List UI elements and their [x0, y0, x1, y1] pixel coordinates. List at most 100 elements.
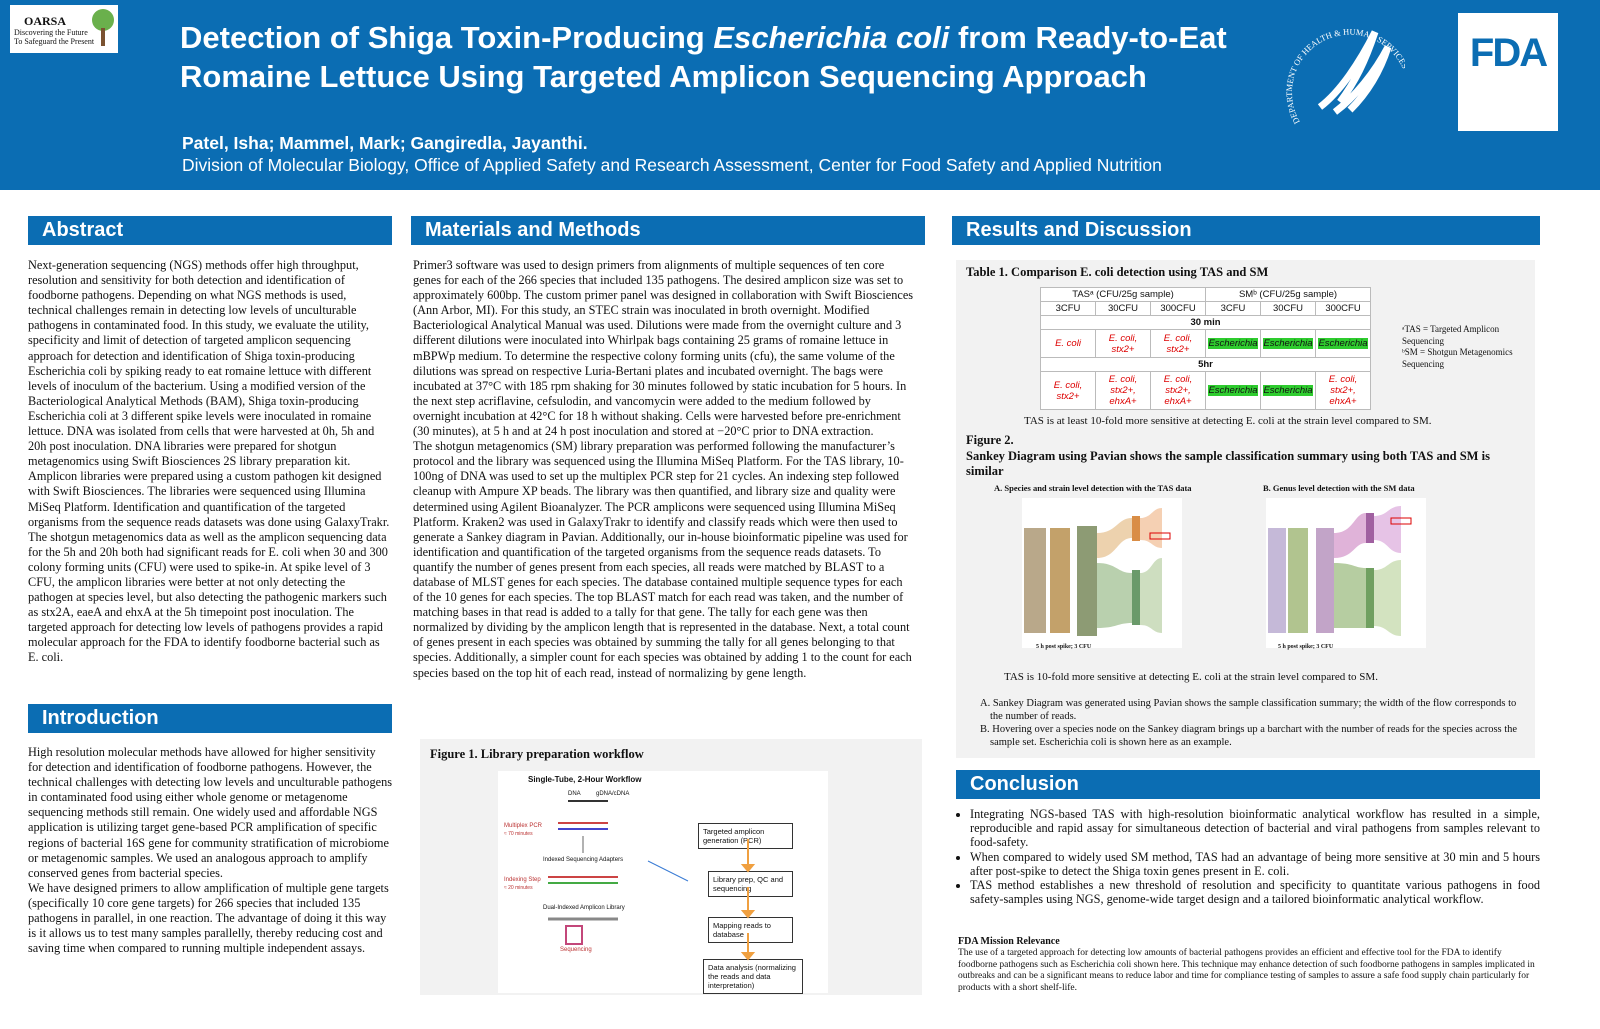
workflow-label: Multiplex PCR — [504, 823, 543, 829]
cell-text: Escherichia — [1263, 338, 1313, 349]
hhs-seal: DEPARTMENT OF HEALTH & HUMAN SERVICES • … — [1284, 27, 1405, 126]
bullet: TAS method establishes a new threshold o… — [970, 878, 1540, 906]
conclusion-list: Integrating NGS-based TAS with high-reso… — [956, 807, 1540, 906]
shape: TASᵃ (CFU/25g sample) SMᵇ (CFU/25g sample… — [1040, 287, 1371, 410]
cell-text: Escherichia — [1263, 385, 1313, 396]
cell-text: E. coli, stx2+, ehxA+ — [1108, 374, 1138, 407]
shape — [1366, 513, 1374, 543]
header: OARSA Discovering the Future To Safeguar… — [0, 0, 1600, 190]
workflow-label: Indexed Sequencing Adapters — [543, 857, 624, 863]
shape — [740, 952, 756, 961]
workflow-label: Sequencing — [560, 947, 592, 953]
col-header: 3CFU — [1040, 301, 1096, 316]
section-heading: Conclusion — [956, 770, 1540, 799]
shape — [1268, 528, 1286, 633]
cell: Escherichia — [1260, 329, 1316, 358]
footnote: ᵇSM = Shotgun Metagenomics Sequencing — [1402, 347, 1513, 369]
section-heading: Abstract — [28, 216, 392, 245]
time-row: 5hr — [1040, 357, 1371, 372]
col-header: 3CFU — [1205, 301, 1261, 316]
shape — [1366, 568, 1374, 628]
oarsa-logo: OARSA Discovering the Future To Safeguar… — [10, 5, 118, 53]
sankey-b — [1266, 498, 1426, 648]
shape — [1149, 532, 1171, 540]
cell: Escherichia — [1260, 371, 1316, 410]
shape — [1317, 30, 1392, 115]
shape — [1288, 528, 1308, 633]
title-part: from Ready-to-Eat — [949, 20, 1227, 55]
shape — [92, 9, 114, 31]
panel-title: A. Species and strain level detection wi… — [994, 483, 1192, 493]
shape — [1140, 558, 1162, 633]
workflow-label: Dual-Indexed Amplicon Library — [543, 905, 625, 911]
shape — [1390, 517, 1412, 525]
col-header: 300CFU — [1315, 301, 1371, 316]
bullet: Integrating NGS-based TAS with high-reso… — [970, 807, 1540, 850]
sankey-a — [1022, 498, 1182, 648]
shape — [1097, 563, 1132, 628]
figure-caption: Figure 1. Library preparation workflow — [430, 747, 644, 761]
arrows — [740, 839, 756, 961]
panel-caption: 5 h post spike; 3 CFU — [1278, 644, 1334, 650]
workflow-step: Mapping reads to database — [708, 917, 793, 943]
footnote: ᵃTAS = Targeted Amplicon Sequencing — [1402, 324, 1500, 346]
section-heading: Results and Discussion — [952, 216, 1540, 245]
workflow-step: Library prep, QC and sequencing — [708, 871, 793, 897]
shape — [1024, 528, 1046, 633]
cell: E. coli — [1040, 329, 1096, 358]
cell: E. coli, stx2+, ehxA+ — [1095, 371, 1151, 410]
shape — [740, 864, 756, 873]
authors: Patel, Isha; Mammel, Mark; Gangiredla, J… — [182, 133, 588, 153]
abstract-text: Next-generation sequencing (NGS) methods… — [28, 258, 392, 666]
title-part: Detection of Shiga Toxin-Producing — [180, 20, 714, 55]
shape — [740, 839, 756, 961]
figure-notes: A. Sankey Diagram was generated using Pa… — [980, 697, 1520, 749]
table-caption: Table 1. Comparison E. coli detection us… — [966, 265, 1269, 279]
workflow-label: DNA — [568, 791, 581, 797]
shape — [647, 860, 689, 882]
mission-title: FDA Mission Relevance — [958, 936, 1060, 947]
workflow-step: Targeted amplicon generation (PCR) — [698, 823, 793, 849]
shape — [1334, 563, 1366, 628]
workflow-graphic — [548, 800, 689, 945]
shape — [740, 910, 756, 919]
table: TASᵃ (CFU/25g sample) SMᵇ (CFU/25g sample… — [1040, 287, 1371, 410]
title-line: Romaine Lettuce Using Targeted Amplicon … — [180, 59, 1147, 94]
figure-note: TAS is 10-fold more sensitive at detecti… — [1004, 671, 1378, 683]
group-header: TASᵃ (CFU/25g sample) — [1040, 287, 1206, 302]
cell-text: E. coli, stx2+ — [1163, 332, 1193, 355]
cell-text: E. coli, stx2+ — [1053, 379, 1083, 402]
shape: E. coli E. coli, stx2+ E. coli, stx2+ Esche… — [1040, 329, 1371, 358]
workflow: Single-Tube, 2-Hour Workflow DNA gDNA/cD… — [498, 771, 828, 994]
paragraph: The shotgun metagenomics (SM) library pr… — [413, 439, 912, 680]
cell-text: E. coli — [1055, 338, 1081, 349]
cell-text: Escherichia — [1208, 338, 1258, 349]
affiliation: Division of Molecular Biology, Office of… — [182, 155, 1162, 175]
seal-text: DEPARTMENT OF HEALTH & HUMAN SERVICES • … — [1284, 27, 1405, 126]
title-part: Escherichia coli — [713, 20, 950, 55]
title-line: Detection of Shiga Toxin-Producing Esche… — [180, 20, 1227, 56]
shape: E. coli, stx2+ E. coli, stx2+, ehxA+ E. co… — [1040, 371, 1371, 410]
cell: E. coli, stx2+ — [1095, 329, 1151, 358]
figure-1: Figure 1. Library preparation workflow S… — [420, 739, 922, 995]
paragraph: We have designed primers to allow amplif… — [28, 880, 389, 956]
workflow-label: Indexing Step — [504, 877, 541, 883]
cell: E. coli, stx2+, ehxA+ — [1150, 371, 1206, 410]
shape: 30 min — [1040, 315, 1371, 330]
figure-title: Sankey Diagram using Pavian shows the sa… — [966, 449, 1490, 478]
shape — [1077, 526, 1097, 636]
figure-label: Figure 2. — [966, 433, 1014, 447]
shape: 3CFU 30CFU 300CFU 3CFU 30CFU 300CFU — [1040, 301, 1371, 316]
paragraph: High resolution molecular methods have a… — [28, 745, 393, 880]
section-heading: Materials and Methods — [411, 216, 925, 245]
cell: E. coli, stx2+ — [1040, 371, 1096, 410]
cell: E. coli, stx2+ — [1150, 329, 1206, 358]
panel-title: B. Genus level detection with the SM dat… — [1263, 483, 1415, 493]
group-header: SMᵇ (CFU/25g sample) — [1205, 287, 1371, 302]
panel-caption: 5 h post spike; 3 CFU — [1036, 644, 1092, 650]
workflow-step: Data analysis (normalizing the reads and… — [703, 959, 803, 994]
fda-logo: FDA — [1458, 13, 1558, 131]
logo-name: OARSA — [24, 14, 67, 28]
shape — [1132, 516, 1140, 541]
